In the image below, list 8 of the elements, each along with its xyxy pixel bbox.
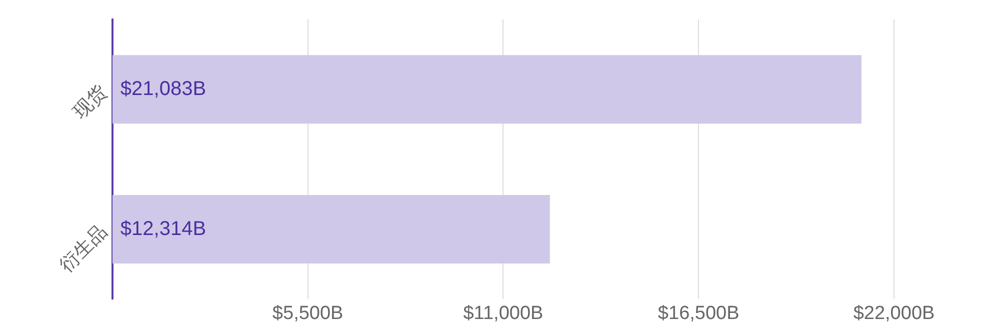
x-tick-label: $11,000B [463, 302, 544, 324]
data-label: $12,314B [120, 218, 206, 240]
y-tick-label: 衍生品 [56, 220, 112, 277]
data-label: $21,083B [120, 78, 206, 100]
y-tick-label: 现货 [69, 80, 112, 124]
x-tick-label: $22,000B [853, 302, 935, 324]
x-tick-label: $5,500B [272, 302, 344, 324]
x-tick-label: $16,500B [658, 302, 740, 324]
